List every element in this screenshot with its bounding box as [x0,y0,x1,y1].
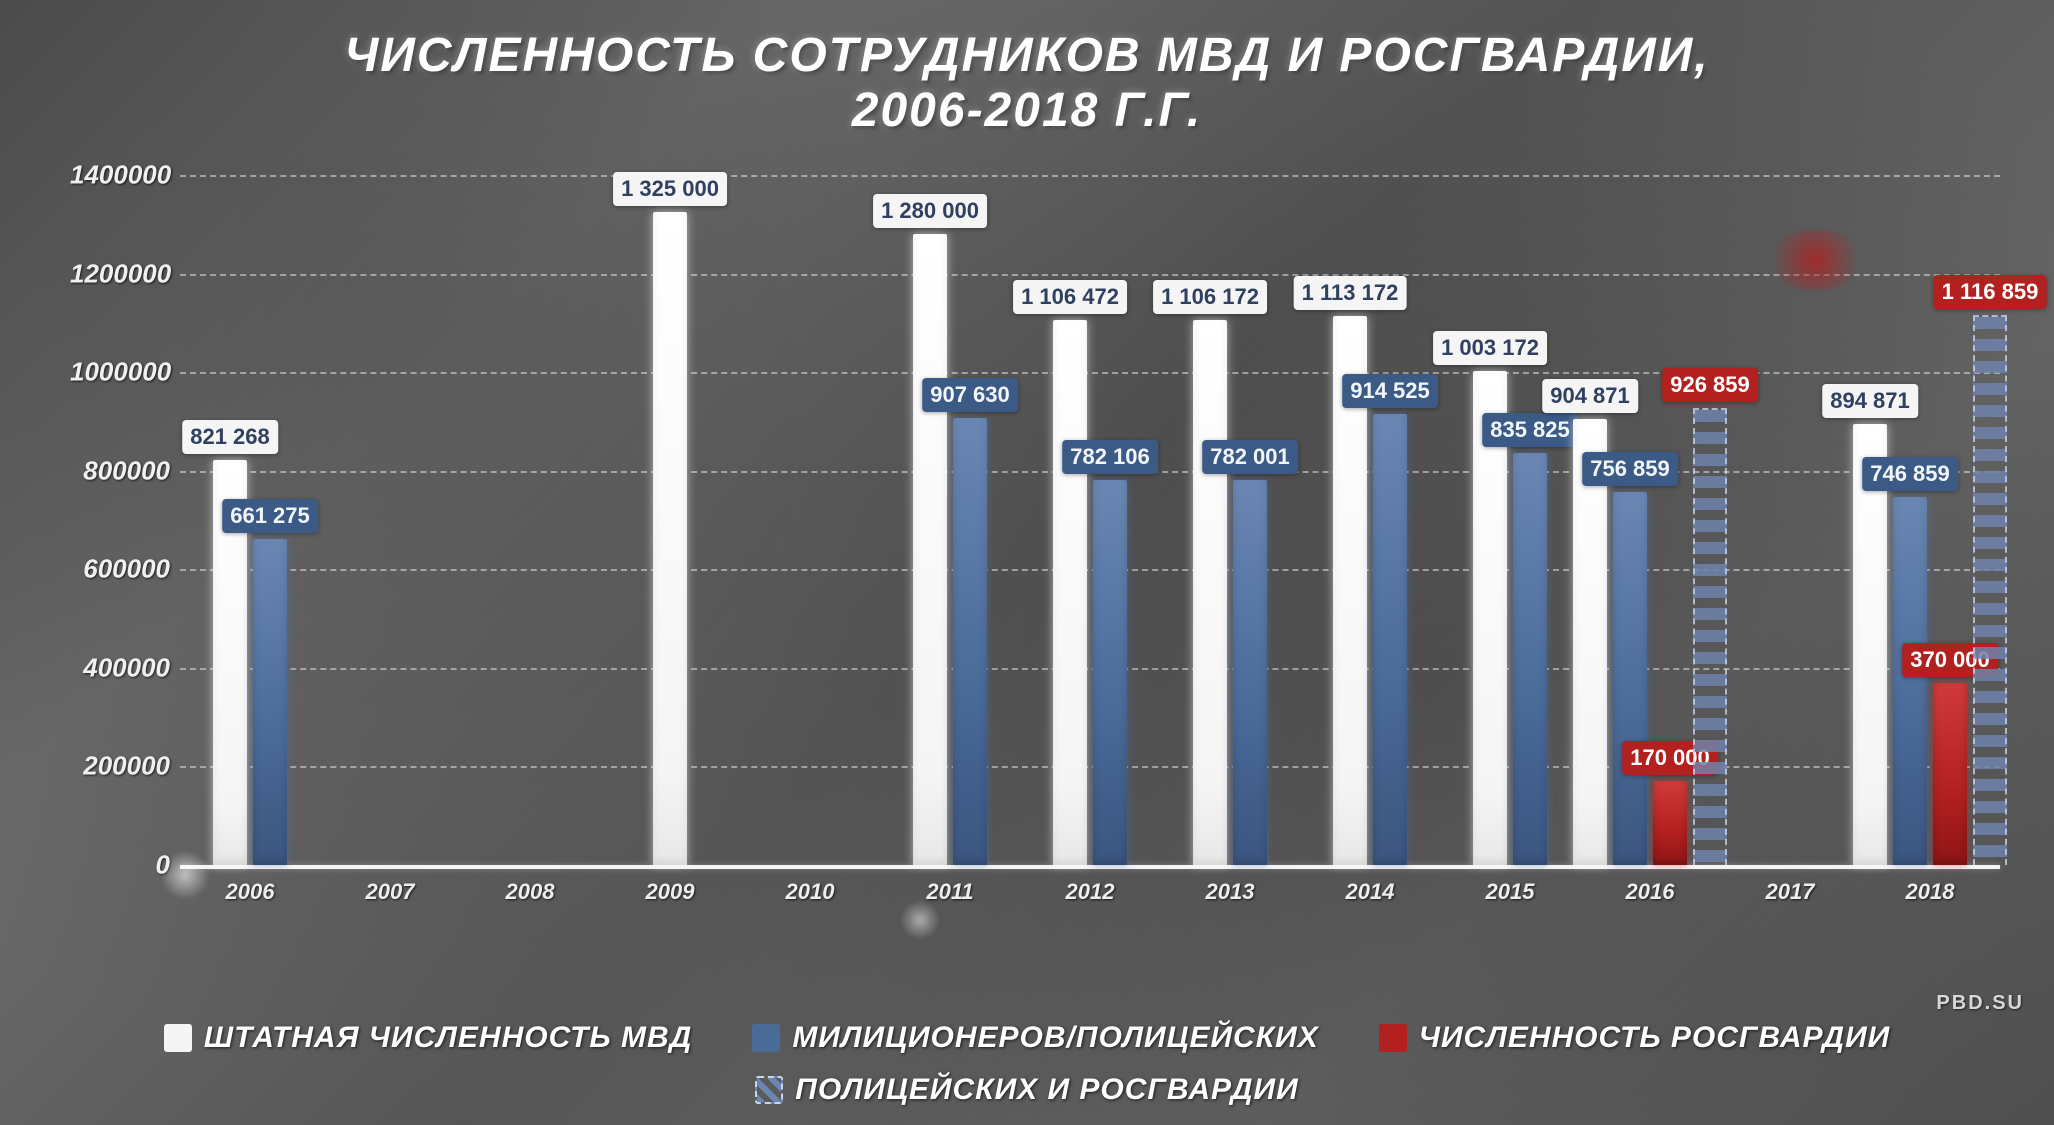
y-tick-label: 1400000 [70,160,170,191]
title-line-2: 2006-2018 Г.Г. [852,84,1202,137]
bar-mvd_staff [653,212,687,865]
x-axis-line [180,865,2000,869]
data-label: 756 859 [1582,452,1678,486]
legend-swatch [755,1076,783,1104]
legend: ШТАТНАЯ ЧИСЛЕННОСТЬ МВД МИЛИЦИОНЕРОВ/ПОЛИ… [0,1021,2054,1107]
legend-swatch [1379,1024,1407,1052]
bar-police [1233,480,1267,865]
gridline [180,274,2000,276]
x-tick-label: 2013 [1206,879,1255,905]
x-tick-label: 2009 [646,879,695,905]
bar-rosg [1933,683,1967,865]
legend-item: МИЛИЦИОНЕРОВ/ПОЛИЦЕЙСКИХ [752,1021,1318,1055]
legend-label: ПОЛИЦЕЙСКИХ И РОСГВАРДИИ [795,1073,1298,1107]
bar-mvd_staff [913,234,947,865]
bar-police [253,539,287,865]
data-label: 914 525 [1342,374,1438,408]
bar-police [1373,414,1407,865]
x-tick-label: 2010 [786,879,835,905]
legend-swatch [164,1024,192,1052]
watermark: PBD.SU [1936,992,2024,1015]
bar-police [1513,453,1547,865]
bar-police [1093,480,1127,865]
data-label: 1 106 172 [1153,280,1267,314]
legend-label: ШТАТНАЯ ЧИСЛЕННОСТЬ МВД [204,1021,693,1055]
data-label: 907 630 [922,378,1018,412]
data-label: 1 280 000 [873,194,987,228]
legend-swatch [752,1024,780,1052]
data-label: 746 859 [1862,457,1958,491]
data-label: 1 113 172 [1294,276,1407,310]
bar-combined [1693,408,1727,865]
gridline [180,569,2000,571]
x-tick-label: 2008 [506,879,555,905]
y-tick-label: 200000 [70,751,170,782]
y-tick-label: 800000 [70,455,170,486]
x-tick-label: 2007 [366,879,415,905]
data-label: 894 871 [1822,384,1918,418]
data-label: 821 268 [182,420,278,454]
bar-mvd_staff [1053,320,1087,865]
bar-rosg [1653,781,1687,865]
title-line-1: ЧИСЛЕННОСТЬ СОТРУДНИКОВ МВД И РОСГВАРДИИ… [344,29,1709,82]
legend-item: ШТАТНАЯ ЧИСЛЕННОСТЬ МВД [164,1021,693,1055]
x-tick-label: 2018 [1906,879,1955,905]
bar-combined [1973,315,2007,865]
chart-area: 0 200000 400000 600000 800000 1000000 1200000 1… [70,175,2010,925]
infographic-root: ЧИСЛЕННОСТЬ СОТРУДНИКОВ МВД И РОСГВАРДИИ… [0,0,2054,1125]
x-tick-label: 2011 [926,879,973,905]
legend-item: ЧИСЛЕННОСТЬ РОСГВАРДИИ [1379,1021,1891,1055]
data-label: 1 106 472 [1013,280,1127,314]
legend-label: МИЛИЦИОНЕРОВ/ПОЛИЦЕЙСКИХ [792,1021,1318,1055]
data-label: 835 825 [1482,413,1578,447]
gridline [180,175,2000,177]
gridline [180,668,2000,670]
plot-area: 0200000400000600000800000100000012000001… [180,175,2000,865]
y-tick-label: 400000 [70,652,170,683]
x-tick-label: 2017 [1766,879,1815,905]
data-label: 782 106 [1062,440,1158,474]
data-label: 1 325 000 [613,172,727,206]
x-tick-label: 2014 [1346,879,1395,905]
bar-mvd_staff [1193,320,1227,865]
legend-label: ЧИСЛЕННОСТЬ РОСГВАРДИИ [1419,1021,1891,1055]
x-tick-label: 2015 [1486,879,1535,905]
bar-police [1613,492,1647,865]
chart-title: ЧИСЛЕННОСТЬ СОТРУДНИКОВ МВД И РОСГВАРДИИ… [0,28,2054,138]
legend-item: ПОЛИЦЕЙСКИХ И РОСГВАРДИИ [755,1073,1298,1107]
data-label: 661 275 [222,499,318,533]
y-tick-label: 1000000 [70,357,170,388]
gridline [180,766,2000,768]
y-tick-label: 1200000 [70,258,170,289]
y-tick-label: 0 [70,850,170,881]
x-tick-label: 2016 [1626,879,1675,905]
data-label: 904 871 [1542,379,1638,413]
bar-police [1893,497,1927,865]
x-tick-label: 2006 [226,879,275,905]
x-tick-label: 2012 [1066,879,1115,905]
data-label: 1 003 172 [1433,331,1547,365]
data-label: 1 116 859 [1934,275,2047,309]
y-tick-label: 600000 [70,554,170,585]
data-label: 926 859 [1662,368,1758,402]
data-label: 782 001 [1202,440,1298,474]
bar-police [953,418,987,865]
